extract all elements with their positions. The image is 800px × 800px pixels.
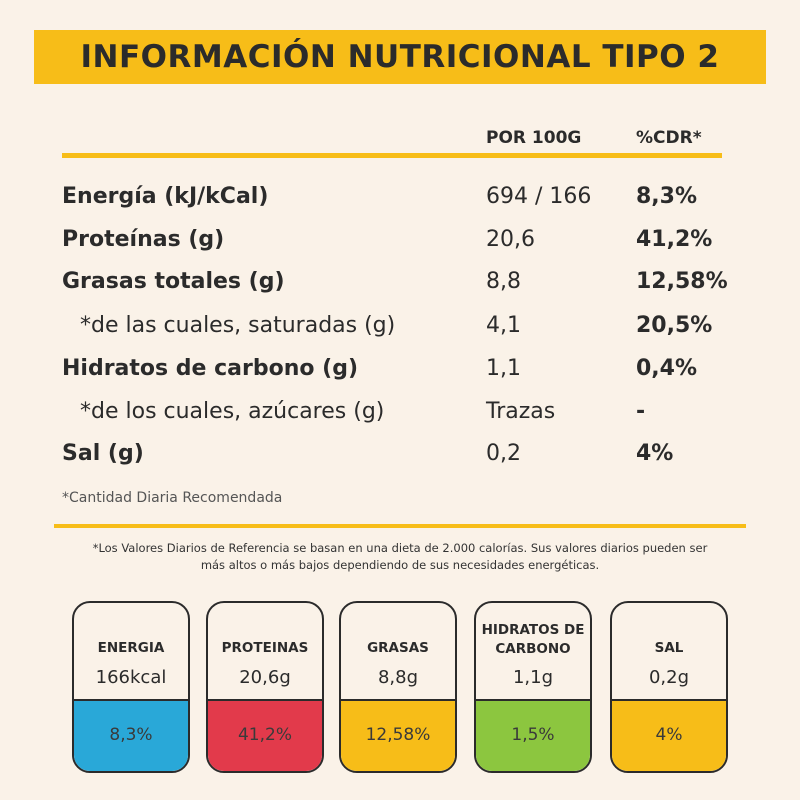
nutrient-card: ENERGIA 166kcal 8,3% (72, 601, 190, 773)
section-divider (54, 524, 746, 528)
nutrient-cdr: 20,5% (636, 313, 713, 338)
card-color-band (476, 701, 590, 771)
table-row: Sal (g) 0,2 4% (0, 441, 800, 481)
card-color-band (341, 701, 455, 771)
card-value: 20,6g (239, 667, 291, 688)
disclaimer-line: *Los Valores Diarios de Referencia se ba… (92, 541, 708, 555)
nutrient-value: 694 / 166 (486, 184, 592, 209)
nutrient-cdr: 8,3% (636, 184, 698, 209)
nutrient-value: 8,8 (486, 269, 521, 294)
card-value: 166kcal (95, 667, 167, 688)
card-divider (476, 699, 590, 701)
card-divider (208, 699, 322, 701)
table-row: Grasas totales (g) 8,8 12,58% (0, 269, 800, 309)
header-divider (62, 153, 722, 158)
disclaimer-line: más altos o más bajos dependiendo de sus… (200, 558, 600, 572)
nutrient-cdr: 0,4% (636, 356, 698, 381)
table-row: *de las cuales, saturadas (g) 4,1 20,5% (0, 313, 800, 353)
card-value: 0,2g (648, 667, 690, 688)
nutrient-cdr: 41,2% (636, 227, 713, 252)
card-divider (341, 699, 455, 701)
nutrient-value: 4,1 (486, 313, 521, 338)
column-header-per100g: POR 100G (486, 128, 582, 148)
nutrient-label: *de las cuales, saturadas (g) (80, 313, 396, 338)
title-banner: INFORMACIÓN NUTRICIONAL TIPO 2 (34, 30, 766, 84)
nutrient-cdr: 4% (636, 441, 674, 466)
nutrient-label: *de los cuales, azúcares (g) (80, 399, 385, 424)
card-title: HIDRATOS DE CARBONO (481, 622, 585, 657)
nutrient-label: Sal (g) (62, 441, 144, 466)
card-divider (612, 699, 726, 701)
table-row: Proteínas (g) 20,6 41,2% (0, 227, 800, 267)
nutrient-label: Hidratos de carbono (g) (62, 356, 359, 381)
card-title: SAL (654, 640, 684, 656)
card-percent: 4% (655, 725, 683, 745)
nutrient-label: Proteínas (g) (62, 227, 225, 252)
nutrient-card: SAL 0,2g 4% (610, 601, 728, 773)
card-percent: 41,2% (237, 725, 292, 745)
card-title: ENERGIA (97, 640, 165, 656)
table-row: *de los cuales, azúcares (g) Trazas - (0, 399, 800, 439)
nutrient-value: 0,2 (486, 441, 521, 466)
nutrient-card: PROTEINAS 20,6g 41,2% (206, 601, 324, 773)
nutrient-card: HIDRATOS DE CARBONO 1,1g 1,5% (474, 601, 592, 773)
nutrient-cdr: - (636, 399, 646, 424)
card-color-band (612, 701, 726, 771)
footnote: *Cantidad Diaria Recomendada (62, 490, 283, 506)
nutrient-label: Grasas totales (g) (62, 269, 285, 294)
disclaimer: *Los Valores Diarios de Referencia se ba… (40, 540, 760, 574)
card-percent: 8,3% (109, 725, 153, 745)
nutrient-value: Trazas (486, 399, 556, 424)
card-percent: 12,58% (365, 725, 431, 745)
table-row: Energía (kJ/kCal) 694 / 166 8,3% (0, 184, 800, 224)
card-title: GRASAS (367, 640, 429, 656)
nutrient-cdr: 12,58% (636, 269, 728, 294)
nutrient-card: GRASAS 8,8g 12,58% (339, 601, 457, 773)
nutrient-value: 1,1 (486, 356, 521, 381)
column-header-cdr: %CDR* (636, 128, 702, 148)
page-title: INFORMACIÓN NUTRICIONAL TIPO 2 (80, 39, 720, 75)
card-color-band (74, 701, 188, 771)
card-divider (74, 699, 188, 701)
table-row: Hidratos de carbono (g) 1,1 0,4% (0, 356, 800, 396)
card-value: 8,8g (377, 667, 419, 688)
card-title: PROTEINAS (221, 640, 309, 656)
nutrient-value: 20,6 (486, 227, 535, 252)
card-color-band (208, 701, 322, 771)
card-percent: 1,5% (511, 725, 555, 745)
card-value: 1,1g (512, 667, 554, 688)
nutrient-label: Energía (kJ/kCal) (62, 184, 269, 209)
